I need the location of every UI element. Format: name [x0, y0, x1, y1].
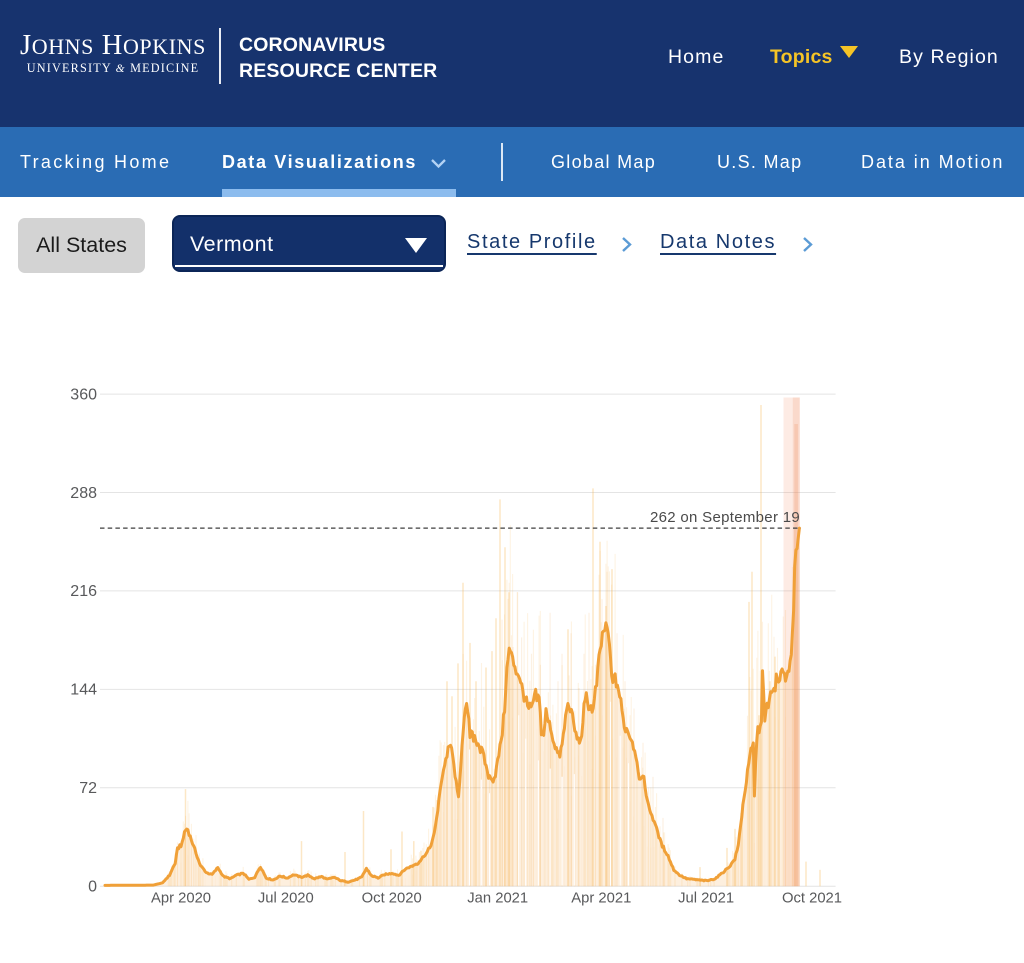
- svg-text:Jul 2021: Jul 2021: [678, 891, 734, 907]
- svg-text:144: 144: [70, 682, 97, 699]
- svg-text:Jul 2020: Jul 2020: [258, 891, 314, 907]
- svg-text:360: 360: [70, 386, 97, 403]
- svg-text:0: 0: [88, 879, 97, 896]
- svg-text:Oct 2020: Oct 2020: [362, 891, 422, 907]
- svg-text:Apr 2020: Apr 2020: [151, 891, 211, 907]
- svg-text:262 on September 19: 262 on September 19: [650, 509, 800, 526]
- svg-text:216: 216: [70, 583, 97, 600]
- svg-text:72: 72: [79, 780, 97, 797]
- svg-text:Apr 2021: Apr 2021: [571, 891, 631, 907]
- svg-text:Jan 2021: Jan 2021: [467, 891, 528, 907]
- svg-text:Oct 2021: Oct 2021: [782, 891, 842, 907]
- svg-text:288: 288: [70, 485, 97, 502]
